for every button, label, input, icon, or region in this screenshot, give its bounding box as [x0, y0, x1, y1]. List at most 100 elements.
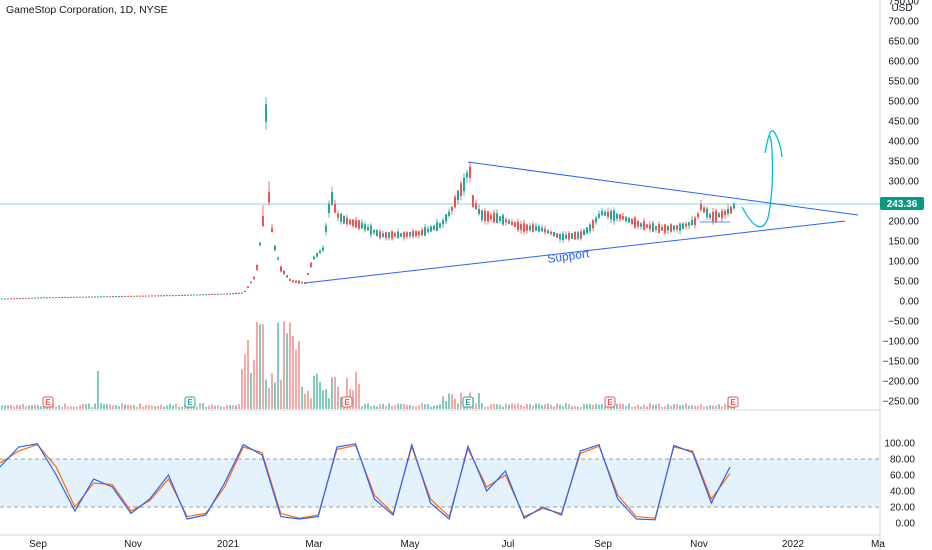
volume-bar: [355, 371, 357, 409]
candle-body: [718, 213, 720, 218]
volume-bar: [163, 406, 165, 409]
stoch-y-tick-label: 20.00: [890, 503, 915, 514]
volume-bar: [700, 404, 702, 409]
earnings-marker-label: E: [465, 398, 471, 407]
hand-drawn-arrow[interactable]: [741, 130, 783, 228]
candle-body: [505, 219, 507, 223]
volume-bar: [1, 405, 3, 409]
y-tick-label: 650.00: [888, 37, 919, 48]
earnings-marker-box: [462, 396, 474, 408]
stochastic-band: [0, 458, 880, 508]
candle-body: [280, 266, 282, 272]
candle-body: [85, 296, 87, 298]
earnings-marker-box: [341, 396, 353, 408]
volume-bar: [361, 406, 363, 409]
earnings-marker[interactable]: E: [462, 396, 474, 408]
candle-body: [250, 281, 252, 284]
candle-body: [253, 276, 255, 280]
candle-body: [16, 298, 18, 300]
volume-bar: [664, 406, 666, 409]
candle-body: [325, 225, 327, 232]
volume-bar: [142, 406, 144, 409]
volume-bar: [595, 403, 597, 409]
volume-bar: [619, 403, 621, 409]
candle-body: [727, 208, 729, 214]
trendlines[interactable]: [304, 161, 859, 284]
volume-bar: [13, 406, 15, 409]
earnings-marker[interactable]: E: [604, 396, 616, 408]
earnings-marker[interactable]: E: [184, 396, 196, 408]
volume-bar: [22, 403, 24, 409]
candle-body: [580, 231, 582, 239]
volume-bar: [25, 406, 27, 409]
candle-body: [565, 234, 567, 239]
volume-bar: [565, 403, 567, 409]
volume-bar: [640, 406, 642, 409]
earnings-marker-box: [727, 396, 739, 408]
volume-bar: [334, 377, 336, 409]
y-tick-label: −200.00: [883, 377, 920, 388]
volume-bar: [589, 403, 591, 409]
volume-bar: [487, 406, 489, 409]
volume-bar: [451, 394, 453, 409]
earnings-marker[interactable]: E: [341, 396, 353, 408]
volume-bar: [172, 405, 174, 409]
volume-bar: [64, 403, 66, 409]
candle-body: [436, 222, 438, 231]
volume-bar: [403, 403, 405, 409]
candle-body: [469, 166, 471, 179]
y-tick-label: 550.00: [888, 77, 919, 88]
stoch-y-tick-label: 80.00: [890, 455, 915, 466]
candle-body: [289, 278, 291, 281]
candle-body: [139, 295, 141, 297]
candle-body: [247, 286, 249, 288]
volume-bar: [166, 405, 168, 409]
candle-body: [67, 296, 69, 298]
y-tick-label: 300.00: [888, 177, 919, 188]
earnings-marker-label: E: [607, 398, 613, 407]
volume-bar: [373, 405, 375, 409]
earnings-marker-box: [184, 396, 196, 408]
volume-bar: [313, 375, 315, 409]
volume-bar: [49, 406, 51, 409]
candle-body: [106, 296, 108, 298]
candle-body: [475, 203, 477, 210]
candle-body: [367, 226, 369, 231]
candle-body: [472, 195, 474, 207]
candle-body: [154, 295, 156, 297]
volume-bar: [493, 403, 495, 409]
candle-body: [370, 225, 372, 235]
earnings-marker[interactable]: E: [727, 396, 739, 408]
candle-body: [64, 296, 66, 298]
volume-bar: [715, 405, 717, 409]
x-tick-label: Sep: [594, 539, 612, 550]
resistance-trendline: [467, 161, 859, 216]
candle-body: [706, 208, 708, 218]
volume-bar: [70, 406, 72, 409]
candle-body: [661, 227, 663, 231]
candle-body: [127, 295, 129, 297]
candle-body: [307, 273, 309, 275]
stoch-y-tick-label: 40.00: [890, 487, 915, 498]
candle-body: [193, 294, 195, 296]
volume-bar: [454, 398, 456, 409]
volume-bar: [112, 405, 114, 409]
volume-bar: [82, 403, 84, 409]
candle-body: [268, 191, 270, 203]
volume-bar: [520, 405, 522, 409]
volume-bar: [721, 406, 723, 409]
candle-body: [292, 280, 294, 283]
candle-body: [346, 218, 348, 225]
volume-bar: [271, 373, 273, 409]
candle-body: [496, 213, 498, 224]
volume-bar: [703, 406, 705, 409]
volume-bar: [286, 333, 288, 409]
candle-body: [655, 226, 657, 230]
candle-body: [202, 294, 204, 296]
volume-bar: [178, 406, 180, 409]
volume-bar: [133, 405, 135, 409]
candle-body: [556, 233, 558, 238]
earnings-marker[interactable]: E: [42, 396, 54, 408]
